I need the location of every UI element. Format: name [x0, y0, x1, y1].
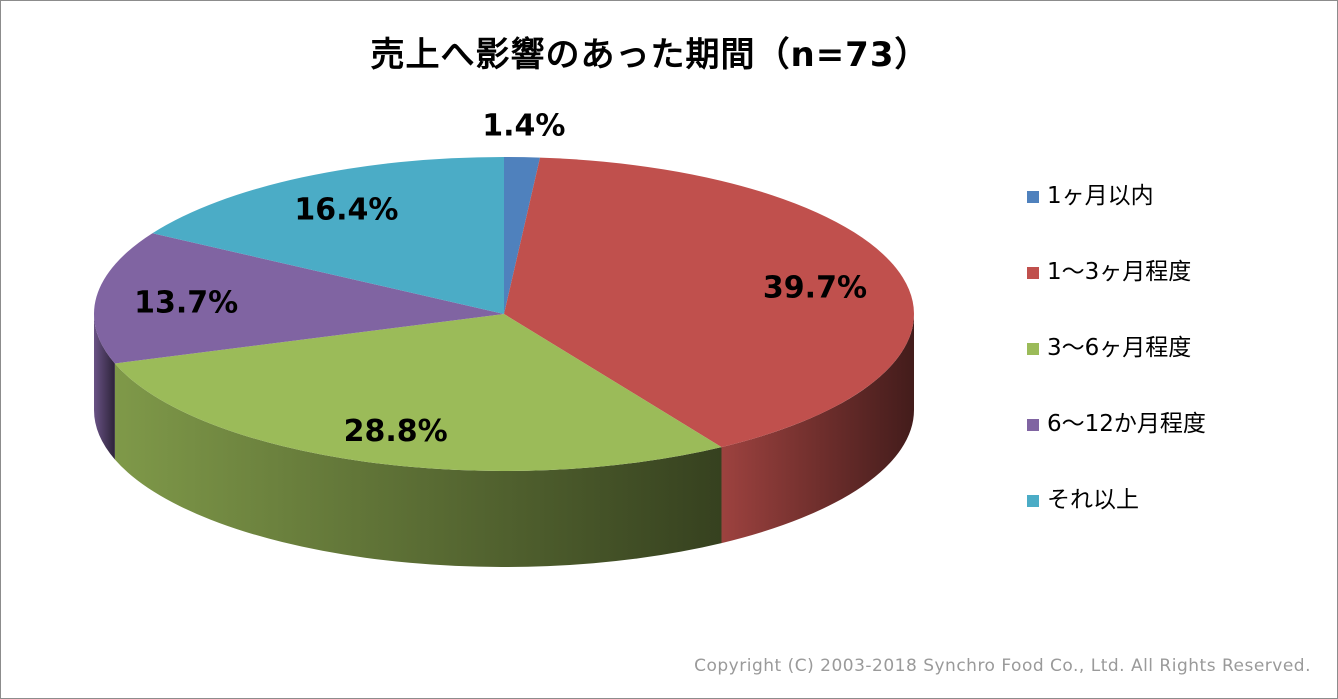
pie-slice [504, 157, 914, 448]
legend-label: 1ヶ月以内 [1047, 183, 1154, 209]
data-label: 39.7% [763, 270, 867, 305]
legend-label: 1～3ヶ月程度 [1047, 259, 1192, 285]
pie-side-wall [114, 363, 722, 567]
legend-label: それ以上 [1047, 487, 1139, 513]
data-label: 1.4% [482, 108, 565, 143]
legend-swatch [1027, 267, 1039, 279]
legend-swatch [1027, 191, 1039, 203]
legend-swatch [1027, 495, 1039, 507]
pie-side-wall [94, 314, 115, 460]
chart-title: 売上へ影響のあった期間（n=73） [370, 35, 930, 75]
pie-slice [94, 233, 504, 364]
legend-item: 1～3ヶ月程度 [1027, 257, 1317, 333]
legend-swatch [1027, 343, 1039, 355]
legend-item: 3～6ヶ月程度 [1027, 333, 1317, 409]
legend: 1ヶ月以内 1～3ヶ月程度 3～6ヶ月程度 6～12か月程度 それ以上 [1027, 181, 1317, 561]
pie-slice [504, 157, 541, 314]
legend-label: 3～6ヶ月程度 [1047, 335, 1192, 361]
legend-label: 6～12か月程度 [1047, 411, 1206, 437]
legend-item: それ以上 [1027, 485, 1317, 561]
legend-item: 6～12か月程度 [1027, 409, 1317, 485]
copyright-text: Copyright (C) 2003-2018 Synchro Food Co.… [694, 656, 1311, 676]
pie-slice [152, 157, 505, 314]
pie-top [94, 157, 914, 472]
legend-swatch [1027, 419, 1039, 431]
pie-slice [114, 314, 722, 472]
data-label: 16.4% [294, 192, 398, 227]
data-label: 28.8% [344, 414, 448, 449]
pie-side-walls [94, 314, 914, 567]
data-labels: 1.4% 39.7% 28.8% 13.7% 16.4% [134, 108, 867, 449]
legend-item: 1ヶ月以内 [1027, 181, 1317, 257]
data-label: 13.7% [134, 286, 238, 321]
pie-side-wall [721, 314, 914, 544]
